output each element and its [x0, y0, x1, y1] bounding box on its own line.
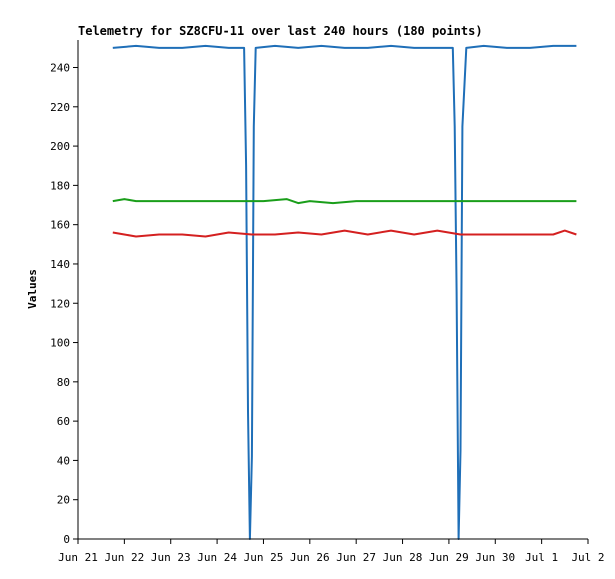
y-tick-label: 180: [50, 179, 70, 192]
y-tick-label: 120: [50, 297, 70, 310]
series-line-1: [112, 44, 577, 540]
y-tick-label: 160: [50, 219, 70, 232]
x-tick-label: Jun 30: [475, 551, 515, 564]
x-tick-label: Jun 22: [104, 551, 144, 564]
series-layer: [112, 44, 577, 540]
y-axis-label: Values: [26, 269, 39, 309]
y-tick-label: 100: [50, 337, 70, 350]
x-tick-label: Jun 27: [336, 551, 376, 564]
series-line-2: [112, 198, 577, 205]
y-tick-label: 80: [57, 376, 70, 389]
y-tick-label: 0: [63, 533, 70, 546]
x-tick-label: Jul 1: [525, 551, 558, 564]
x-tick-label: Jul 2: [571, 551, 604, 564]
y-tick-label: 220: [50, 101, 70, 114]
y-tick-label: 20: [57, 494, 70, 507]
y-ticks: 0 20 40 60 80 100 120 140 160 180 200 220 240: [50, 62, 78, 546]
x-tick-label: Jun 28: [383, 551, 423, 564]
chart-title: Telemetry for SZ8CFU-11 over last 240 ho…: [78, 24, 483, 38]
x-tick-label: Jun 25: [244, 551, 284, 564]
y-tick-label: 240: [50, 62, 70, 75]
x-tick-label: Jun 23: [151, 551, 191, 564]
x-tick-label: Jun 24: [197, 551, 237, 564]
y-tick-label: 140: [50, 258, 70, 271]
y-tick-label: 60: [57, 415, 70, 428]
x-tick-label: Jun 26: [290, 551, 330, 564]
y-tick-label: 40: [57, 454, 70, 467]
axes: [77, 40, 588, 540]
x-tick-label: Jun 21: [58, 551, 98, 564]
x-tick-label: Jun 29: [429, 551, 469, 564]
series-line-3: [112, 229, 577, 238]
y-tick-label: 200: [50, 140, 70, 153]
x-ticks: Jun 21 Jun 22 Jun 23 Jun 24 Jun 25 Jun 26 Jun …: [58, 539, 605, 564]
